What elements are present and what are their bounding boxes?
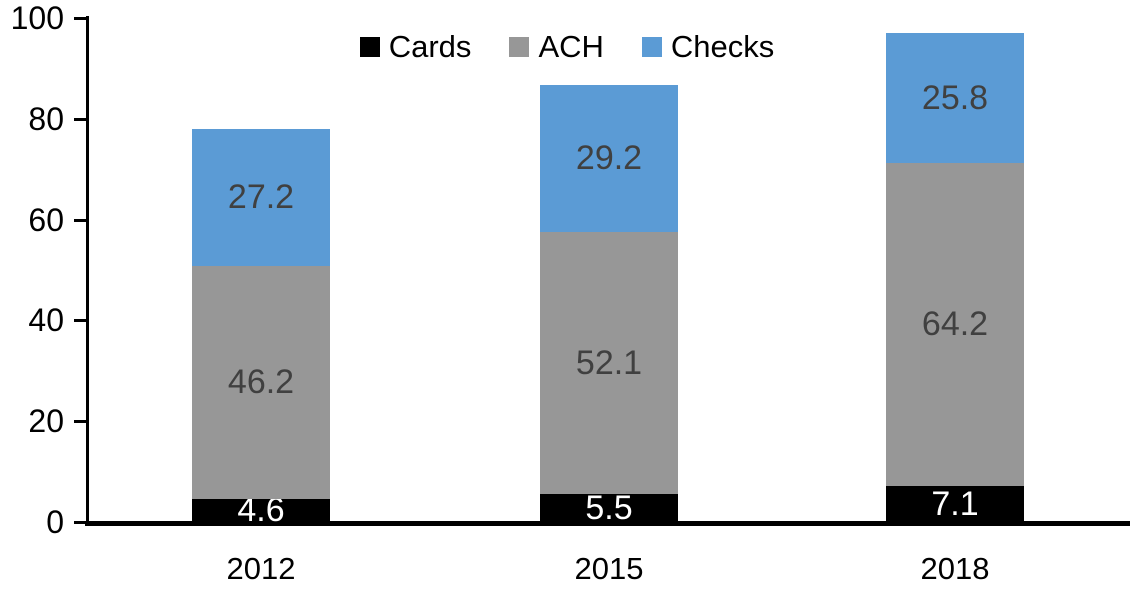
bar-segment-checks-2015: 29.2 bbox=[540, 84, 678, 232]
data-label: 25.8 bbox=[921, 78, 989, 117]
cards-swatch-icon bbox=[359, 36, 380, 57]
bar-segment-ach-2015: 52.1 bbox=[540, 231, 678, 495]
bar-segment-ach-2012: 46.2 bbox=[192, 265, 330, 499]
y-tick-label: 60 bbox=[28, 201, 64, 238]
legend-label-ach: ACH bbox=[538, 29, 604, 64]
x-axis-line bbox=[85, 521, 1130, 526]
y-tick-mark bbox=[74, 117, 86, 121]
legend-label-checks: Checks bbox=[670, 29, 775, 64]
data-label: 29.2 bbox=[575, 139, 643, 178]
data-label: 5.5 bbox=[585, 489, 633, 528]
x-tick-label: 2018 bbox=[920, 551, 990, 586]
bar-segment-ach-2018: 64.2 bbox=[886, 162, 1024, 487]
y-tick-label: 40 bbox=[28, 302, 64, 339]
y-tick-mark bbox=[74, 420, 86, 424]
data-label: 7.1 bbox=[931, 485, 979, 524]
y-tick-mark bbox=[74, 17, 86, 20]
data-label: 27.2 bbox=[227, 178, 295, 217]
bar-segment-checks-2018: 25.8 bbox=[886, 32, 1024, 163]
x-tick-label: 2015 bbox=[574, 551, 644, 586]
legend: Cards ACH Checks bbox=[0, 31, 1134, 62]
bar-segment-cards-2015: 5.5 bbox=[540, 489, 678, 528]
legend-label-cards: Cards bbox=[388, 29, 472, 64]
checks-swatch-icon bbox=[641, 36, 662, 57]
ach-swatch-icon bbox=[509, 36, 530, 57]
y-axis-line bbox=[86, 16, 89, 526]
bar-segment-cards-2018: 7.1 bbox=[886, 486, 1024, 522]
legend-item-checks: Checks bbox=[641, 29, 775, 64]
y-tick-label: 80 bbox=[28, 100, 64, 137]
y-tick-mark bbox=[74, 218, 86, 222]
y-tick-mark bbox=[74, 319, 86, 323]
legend-item-ach: ACH bbox=[509, 29, 604, 64]
bar-segment-checks-2012: 27.2 bbox=[192, 128, 330, 266]
y-tick-label: 20 bbox=[28, 403, 64, 440]
data-label: 46.2 bbox=[227, 363, 295, 402]
bar-segment-cards-2012: 4.6 bbox=[192, 493, 330, 527]
y-tick-label: 100 bbox=[10, 0, 64, 36]
y-tick-mark bbox=[74, 521, 86, 524]
legend-item-cards: Cards bbox=[359, 29, 472, 64]
data-label: 64.2 bbox=[921, 305, 989, 344]
y-tick-label: 0 bbox=[46, 504, 64, 540]
x-tick-label: 2012 bbox=[226, 551, 296, 586]
data-label: 52.1 bbox=[575, 343, 643, 382]
data-label: 4.6 bbox=[237, 491, 285, 530]
